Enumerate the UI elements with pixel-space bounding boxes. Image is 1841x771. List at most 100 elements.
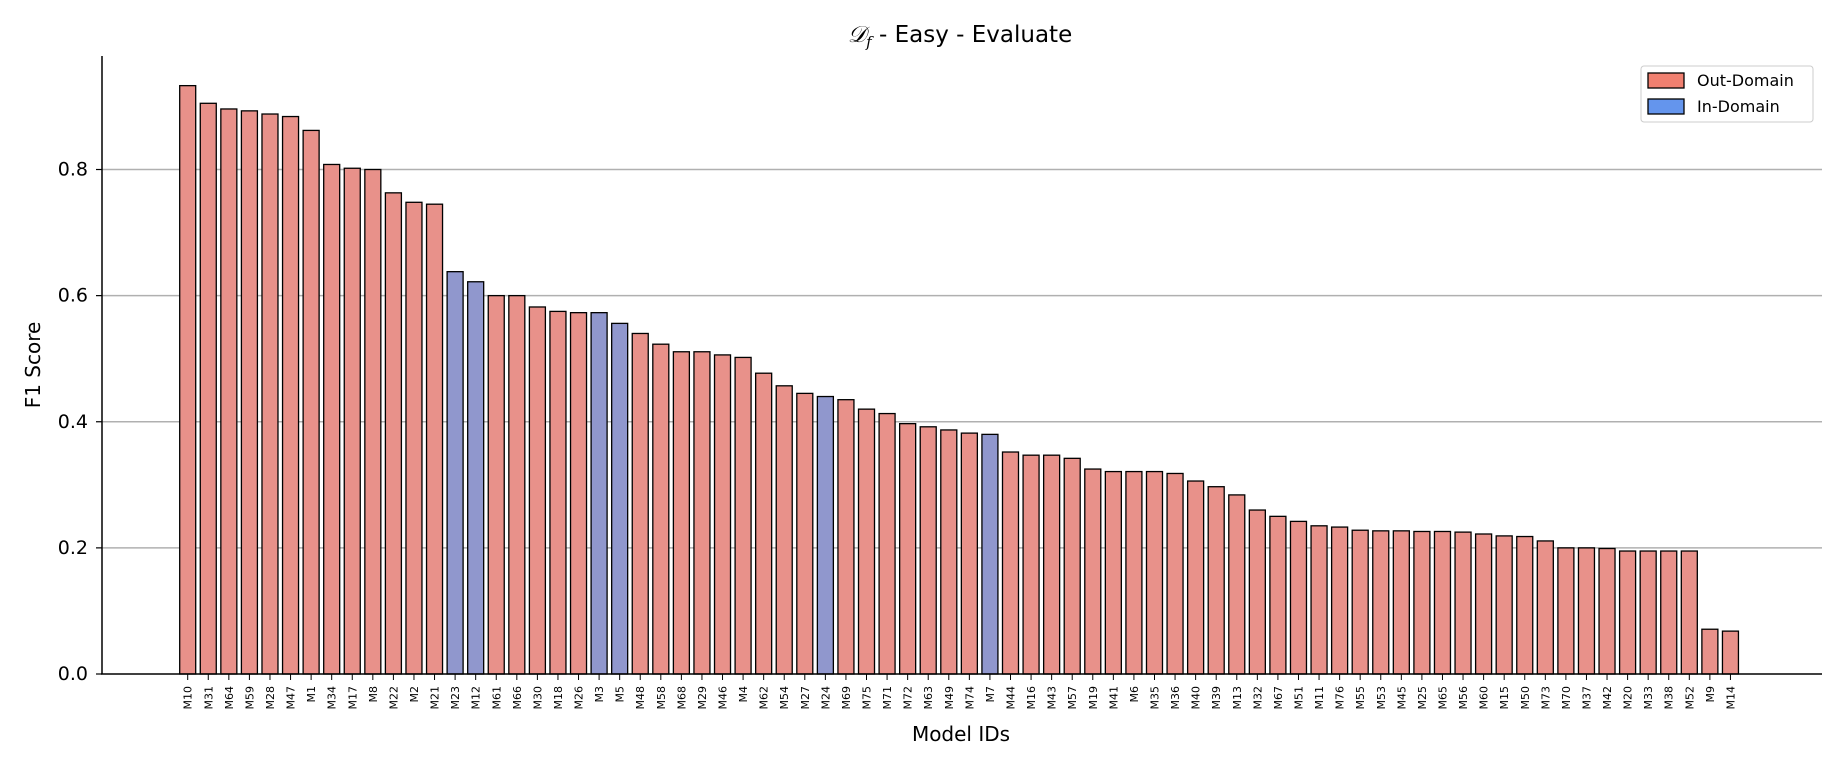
bar-m70: [1557, 547, 1575, 675]
x-tick-label: M6: [1128, 686, 1141, 703]
bar-m67: [1269, 515, 1287, 675]
title-text: - Easy - Evaluate: [872, 22, 1073, 48]
bar-m40: [1186, 480, 1205, 675]
bar-m69: [837, 399, 855, 675]
x-tick-label: M27: [799, 686, 812, 710]
bar-m53: [1372, 530, 1390, 675]
x-tick-label: M68: [675, 686, 688, 710]
bar-m12: [467, 281, 485, 675]
x-tick-label: M74: [963, 686, 976, 710]
bar-m71: [878, 412, 896, 675]
x-tick-label: M18: [552, 686, 565, 710]
x-tick-label: M21: [429, 686, 442, 710]
x-tick-label: M36: [1169, 686, 1182, 710]
x-tick-label: M8: [367, 686, 380, 703]
bar-m5: [611, 322, 629, 675]
x-tick-label: M41: [1107, 686, 1120, 710]
x-tick-label: M67: [1272, 686, 1285, 710]
bar-m59: [240, 110, 259, 675]
bar-m23: [446, 271, 464, 675]
legend-label-out-domain: Out-Domain: [1697, 71, 1794, 90]
x-tick-label: M64: [223, 686, 236, 710]
bar-m21: [425, 203, 444, 675]
bar-m68: [672, 351, 691, 675]
bar-m62: [755, 372, 773, 675]
axes: [101, 56, 1822, 675]
bar-m29: [693, 351, 711, 675]
bar-m76: [1330, 526, 1349, 675]
x-tick-label: M42: [1601, 686, 1614, 710]
bar-m1: [302, 129, 320, 675]
x-tick-label: M28: [264, 686, 277, 710]
bar-m20: [1618, 550, 1637, 675]
bar-m50: [1516, 535, 1534, 675]
bar-m64: [220, 108, 238, 675]
x-tick-label: M16: [1025, 686, 1038, 710]
bar-m14: [1721, 630, 1740, 675]
bar-m42: [1598, 547, 1616, 675]
x-tick-label: M39: [1210, 686, 1223, 710]
x-tick-label: M7: [984, 686, 997, 703]
bar-m45: [1392, 530, 1410, 675]
x-tick-label: M58: [655, 686, 668, 710]
x-tick-labels: M10 M31 M64 M59 M28 M47 M1 M34 M17 M8 M22 M2 M21 M23 M…: [182, 674, 1737, 710]
x-tick-label: M2: [408, 686, 421, 703]
bar-m61: [487, 294, 505, 675]
x-tick-label: M46: [717, 686, 730, 710]
x-tick-label: M44: [1005, 686, 1018, 710]
bar-m30: [528, 306, 547, 675]
bars: [179, 84, 1740, 675]
x-axis-label: Model IDs: [912, 722, 1010, 746]
x-tick-label: M33: [1642, 686, 1655, 710]
x-tick-label: M59: [243, 686, 256, 710]
x-tick-label: M34: [326, 686, 339, 710]
bar-m7: [981, 433, 999, 675]
bar-m9: [1701, 628, 1719, 675]
x-tick-label: M72: [902, 686, 915, 710]
bar-m4: [734, 356, 752, 675]
bar-m60: [1474, 533, 1493, 675]
x-tick-label: M19: [1087, 686, 1100, 710]
x-tick-label: M3: [593, 686, 606, 703]
x-tick-label: M50: [1519, 686, 1532, 710]
x-tick-label: M66: [511, 686, 524, 710]
bar-m32: [1248, 509, 1266, 675]
x-tick-label: M54: [778, 686, 791, 710]
x-tick-label: M1: [305, 686, 318, 703]
bar-m28: [261, 113, 279, 675]
x-tick-label: M13: [1231, 686, 1244, 710]
x-tick-label: M26: [573, 686, 586, 710]
bar-m47: [281, 115, 300, 675]
bar-m25: [1413, 530, 1431, 675]
y-tick-label: 0.2: [58, 537, 88, 559]
x-tick-label: M22: [387, 686, 400, 710]
bar-m10: [179, 84, 197, 675]
bar-m54: [775, 385, 793, 675]
legend-swatch-in-domain: [1647, 98, 1685, 115]
bar-m73: [1536, 540, 1554, 675]
x-tick-label: M23: [449, 686, 462, 710]
x-tick-label: M10: [182, 686, 195, 710]
bar-m57: [1063, 457, 1081, 675]
x-tick-label: M76: [1334, 686, 1347, 710]
bar-m65: [1433, 530, 1452, 675]
bar-m44: [1001, 451, 1020, 675]
bar-m72: [899, 422, 917, 675]
bar-m52: [1680, 550, 1698, 675]
y-axis-label: F1 Score: [21, 322, 45, 409]
x-tick-label: M70: [1560, 686, 1573, 710]
x-tick-label: M15: [1498, 686, 1511, 710]
y-tick-labels: 0.0 0.2 0.4 0.6 0.8: [58, 159, 102, 685]
x-tick-label: M4: [737, 686, 750, 703]
x-tick-label: M71: [881, 686, 894, 710]
chart-title: 𝒟f - Easy - Evaluate: [848, 22, 1072, 51]
x-tick-label: M73: [1539, 686, 1552, 710]
x-tick-label: M40: [1190, 686, 1203, 710]
bar-m3: [590, 312, 608, 675]
x-tick-label: M45: [1395, 686, 1408, 710]
x-tick-label: M32: [1251, 686, 1264, 710]
bar-m51: [1289, 520, 1308, 675]
bar-m18: [549, 310, 567, 675]
